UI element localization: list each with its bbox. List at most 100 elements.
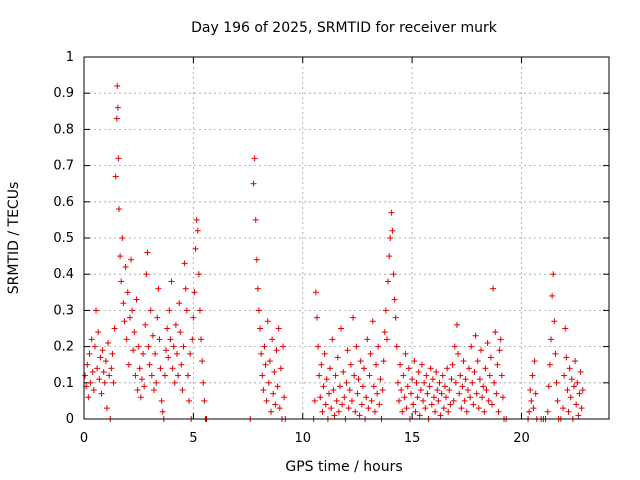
data-point [483,387,490,394]
y-tick-label: 0.1 [53,376,74,391]
data-point [322,401,329,408]
data-point [345,405,352,412]
data-point [319,408,326,415]
data-point [277,365,284,372]
data-point [176,300,183,307]
data-point [100,368,107,375]
data-point [577,368,584,375]
data-point [126,314,133,321]
data-point [495,408,502,415]
data-point [344,347,351,354]
data-point [129,307,136,314]
data-point [424,390,431,397]
data-point [122,263,129,270]
data-point [493,390,500,397]
data-point [253,256,260,263]
data-point [346,387,353,394]
data-point [105,339,112,346]
data-point [259,372,266,379]
data-point [431,394,437,401]
data-point [153,379,160,386]
data-point [458,405,465,412]
data-point [453,321,460,328]
data-point [485,397,492,404]
data-point [410,401,417,408]
data-point [154,314,161,321]
data-point [578,405,585,412]
data-point [374,390,381,397]
data-point [366,372,373,379]
data-point [545,383,552,390]
data-point [567,394,574,401]
data-point [179,387,186,394]
data-point [369,318,376,325]
data-point [329,336,336,343]
data-point [550,271,557,278]
data-point [121,318,128,325]
data-point [173,350,180,357]
data-point [338,325,345,332]
data-point [200,379,207,386]
data-point [102,358,109,365]
data-point [339,401,346,408]
data-point [118,278,125,285]
data-point [187,350,194,357]
data-point [99,347,106,354]
data-point [87,379,94,386]
data-point [356,412,363,419]
x-tick-label: 15 [404,431,421,446]
data-point [383,336,390,343]
data-point [528,397,535,404]
data-point [432,408,439,415]
data-point [183,307,190,314]
data-point [103,405,110,412]
chart-title: Day 196 of 2025, SRMTID for receiver mur… [191,20,498,36]
data-point [490,285,497,292]
data-point [333,397,340,404]
data-point [95,329,102,336]
data-point [191,289,198,296]
data-point [146,361,153,368]
data-point [138,376,145,383]
data-point [198,336,205,343]
data-point [186,397,192,404]
data-point [152,350,159,357]
data-point [112,173,119,180]
data-point [462,376,469,383]
data-point [420,397,427,404]
data-point [171,379,178,386]
data-point [312,289,319,296]
data-point [368,397,375,404]
data-point [396,397,402,404]
data-point [348,397,355,404]
data-point [388,209,395,216]
data-point [402,350,409,357]
data-point [351,372,358,379]
data-point [276,405,283,412]
data-point [455,350,462,357]
data-point [443,394,450,401]
data-point [336,383,343,390]
data-point [140,350,147,357]
data-point [357,358,364,365]
y-tick-label: 0.6 [53,195,74,210]
data-point [264,318,271,325]
data-point [131,329,138,336]
data-point [367,350,374,357]
data-point [463,408,470,415]
grid [84,57,609,419]
data-point [470,401,477,408]
data-point [268,408,275,415]
data-point [147,307,154,314]
data-point [340,368,347,375]
data-point [350,314,357,321]
data-point [450,397,457,404]
data-point [440,405,447,412]
data-point [469,379,476,386]
data-point [132,372,139,379]
data-point [526,408,533,415]
y-axis-label: SRMTID / TECUs [6,182,22,295]
data-point [446,387,453,394]
data-point [544,408,551,415]
data-point [405,365,412,372]
